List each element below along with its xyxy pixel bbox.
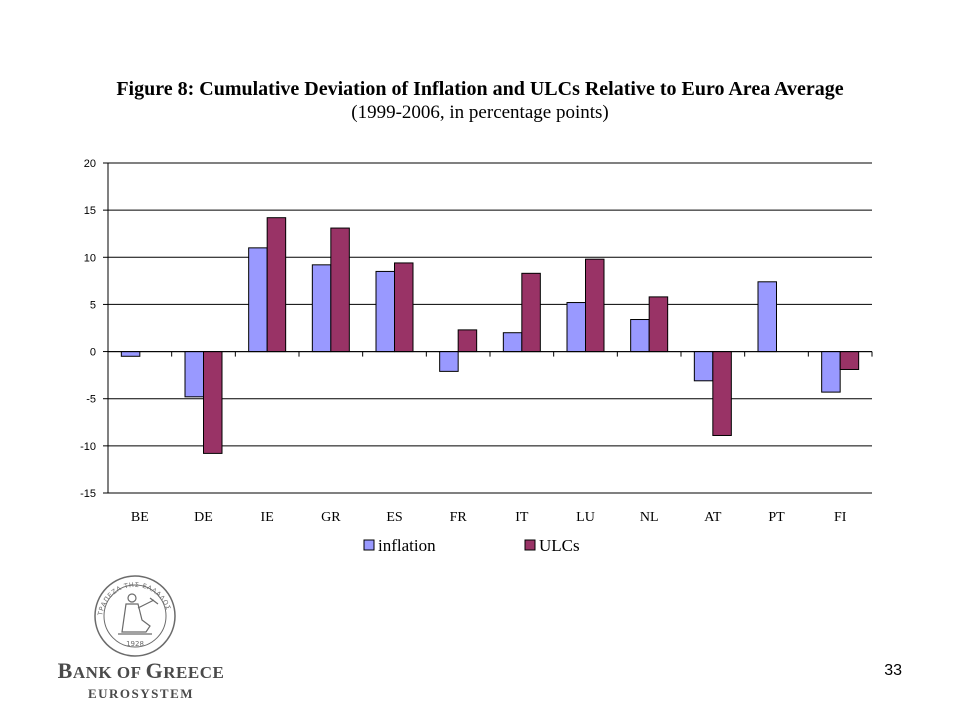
y-tick-label: 0 [90, 347, 96, 359]
y-tick-label: -15 [80, 488, 96, 500]
bar-inflation-lu [566, 302, 586, 353]
bar-ulcs-nl [648, 296, 669, 353]
bar-ulcs-at [712, 351, 732, 436]
bar-ulcs-lu [585, 258, 605, 353]
y-tick-label: -5 [86, 394, 96, 406]
bank-of-greece-logo: ΤΡΑΠΕΖΑ ΤΗΣ ΕΛΛΑΔΟΣ 1928 BANK OF GREECE … [46, 574, 236, 710]
bar-inflation-fr [439, 351, 459, 372]
x-tick-label: GR [321, 510, 341, 525]
x-tick-label: IE [261, 510, 274, 525]
bar-inflation-it [502, 332, 523, 353]
bar-inflation-pt [757, 281, 777, 353]
bar-ulcs-fr [457, 329, 478, 353]
x-tick-label: ES [386, 510, 402, 525]
y-tick-label: 10 [84, 252, 96, 264]
axes: -15 -10 -5 0 5 10 15 20 BE DE IE GR ES FR IT LU NL AT PT FI [80, 158, 873, 525]
bar-chart: -15 -10 -5 0 5 10 15 20 BE DE IE GR ES FR IT LU NL AT PT FI… [80, 158, 873, 555]
bar-inflation-fi [821, 351, 841, 393]
seal-year: 1928 [126, 640, 144, 648]
legend: inflation ULCs [363, 536, 580, 555]
x-tick-label: PT [768, 510, 785, 525]
x-tick-label: LU [576, 510, 595, 525]
gridlines [108, 162, 872, 447]
eurosystem-label: EUROSYSTEM [87, 686, 195, 701]
seal-icon: ΤΡΑΠΕΖΑ ΤΗΣ ΕΛΛΑΔΟΣ 1928 [94, 575, 176, 657]
bar-inflation-es [375, 270, 395, 353]
y-tick-label: 5 [90, 299, 96, 311]
x-tick-label: IT [515, 510, 529, 525]
chart-subtitle: (1999-2006, in percentage points) [351, 102, 609, 123]
bar-inflation-de [184, 351, 204, 398]
bar-inflation-gr [311, 264, 332, 353]
bar-inflation-be [120, 351, 141, 357]
bar-inflation-at [693, 351, 714, 382]
legend-swatch-ulcs [524, 539, 536, 551]
chart-title: Figure 8: Cumulative Deviation of Inflat… [116, 78, 844, 100]
bar-ulcs-de [203, 351, 223, 454]
bars [120, 217, 860, 454]
y-tick-label: -10 [80, 441, 96, 453]
bar-inflation-ie [248, 247, 268, 353]
bar-ulcs-es [394, 262, 414, 353]
bank-name: BANK OF GREECE [57, 658, 225, 683]
x-tick-label: AT [704, 510, 722, 525]
legend-label-inflation: inflation [378, 536, 436, 555]
y-tick-label: 20 [84, 158, 96, 170]
legend-swatch-inflation [363, 539, 375, 551]
legend-label-ulcs: ULCs [539, 536, 580, 555]
bar-inflation-nl [630, 319, 650, 353]
x-tick-label: BE [131, 510, 149, 525]
x-tick-label: DE [194, 510, 213, 525]
x-tick-label: NL [640, 510, 659, 525]
bar-ulcs-fi [839, 351, 860, 370]
bar-ulcs-ie [266, 217, 287, 353]
bar-ulcs-gr [330, 227, 350, 353]
page-number: 33 [884, 662, 902, 679]
x-tick-label: FI [834, 510, 847, 525]
y-tick-label: 15 [84, 205, 96, 217]
bar-ulcs-it [521, 272, 541, 353]
x-tick-label: FR [450, 510, 468, 525]
